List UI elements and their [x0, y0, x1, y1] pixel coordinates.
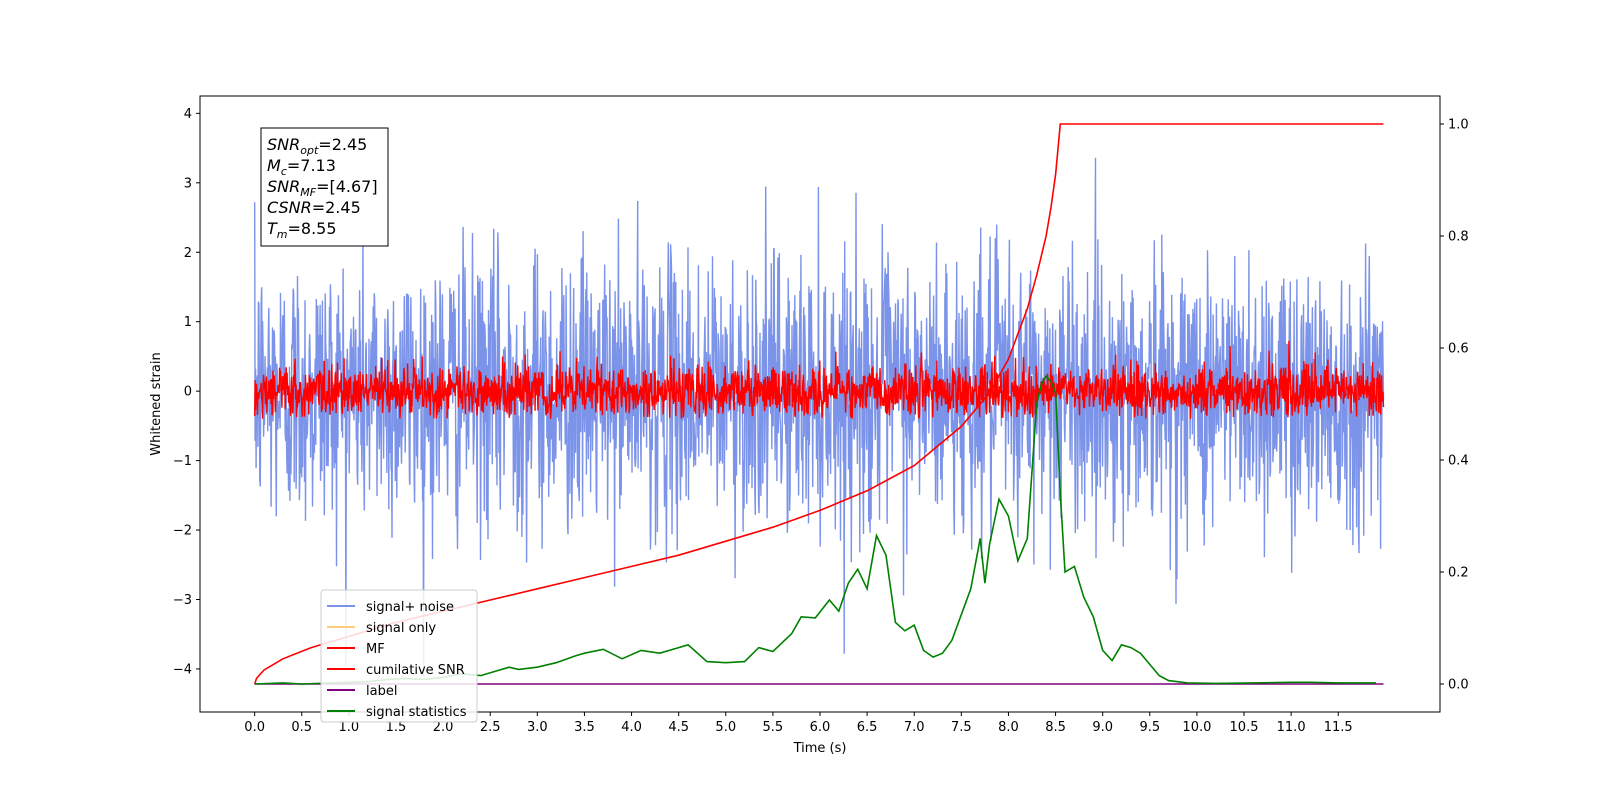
x-tick-label: 4.0 — [621, 720, 642, 735]
y-axis-label: Whitened strain — [149, 352, 164, 455]
x-tick-label: 1.5 — [386, 720, 407, 735]
x-tick-label: 4.5 — [668, 720, 689, 735]
y2-tick-label: 0.0 — [1448, 678, 1469, 693]
annotation-line: Mc=7.13 — [267, 156, 336, 178]
legend-label: signal only — [366, 621, 436, 636]
annotation-line: Tm=8.55 — [267, 219, 337, 241]
x-tick-label: 6.5 — [857, 720, 878, 735]
y2-tick-label: 0.4 — [1448, 454, 1469, 469]
x-tick-label: 10.5 — [1230, 720, 1259, 735]
x-tick-label: 5.0 — [715, 720, 736, 735]
y-tick-label: −1 — [173, 454, 192, 469]
annotation-line: CSNR=2.45 — [267, 198, 361, 217]
x-tick-label: 2.0 — [433, 720, 454, 735]
y-tick-label: 3 — [184, 176, 192, 191]
legend-label: cumilative SNR — [366, 663, 465, 678]
legend-label: label — [366, 684, 397, 699]
series-line-signal-noise — [254, 157, 1385, 677]
y-tick-label: 0 — [184, 385, 192, 400]
x-tick-label: 9.5 — [1139, 720, 1160, 735]
x-tick-label: 7.5 — [951, 720, 972, 735]
annotation-line: SNRMF=[4.67] — [267, 177, 378, 199]
legend: signal+ noise signal only MF cumilative SNR… — [320, 589, 478, 723]
x-tick-label: 8.0 — [998, 720, 1019, 735]
annotation-line: SNRopt=2.45 — [267, 135, 367, 157]
legend-label: signal+ noise — [366, 600, 454, 615]
x-tick-label: 5.5 — [763, 720, 784, 735]
x-tick-label: 11.0 — [1277, 720, 1306, 735]
y2-tick-label: 1.0 — [1448, 118, 1469, 133]
x-tick-label: 2.5 — [480, 720, 501, 735]
y-tick-label: 2 — [184, 246, 192, 261]
y-axis-right: 1.0 0.8 0.6 0.4 0.2 0.0 — [1440, 118, 1469, 693]
x-tick-label: 11.5 — [1324, 720, 1353, 735]
y2-tick-label: 0.8 — [1448, 230, 1469, 245]
y2-tick-label: 0.6 — [1448, 342, 1469, 357]
series-line-mf — [254, 340, 1385, 420]
x-tick-label: 8.5 — [1045, 720, 1066, 735]
annotation-frame — [260, 127, 389, 247]
y-tick-label: 4 — [184, 107, 192, 122]
y2-tick-label: 0.2 — [1448, 566, 1469, 581]
legend-frame — [320, 589, 478, 723]
y-tick-label: 1 — [184, 315, 192, 330]
x-tick-label: 10.0 — [1182, 720, 1211, 735]
y-tick-label: −3 — [173, 593, 192, 608]
legend-label: signal statistics — [366, 705, 467, 720]
x-tick-label: 7.0 — [904, 720, 925, 735]
series-line-signal-statistics — [254, 374, 1376, 685]
y-tick-label: −2 — [173, 524, 192, 539]
legend-label: MF — [366, 642, 385, 657]
x-tick-label: 0.5 — [291, 720, 312, 735]
x-tick-label: 9.0 — [1092, 720, 1113, 735]
x-tick-label: 0.0 — [244, 720, 265, 735]
x-tick-label: 3.5 — [574, 720, 595, 735]
x-tick-label: 6.0 — [810, 720, 831, 735]
y-tick-label: −4 — [173, 662, 192, 677]
x-tick-label: 1.0 — [339, 720, 360, 735]
x-tick-label: 3.0 — [527, 720, 548, 735]
x-axis-label: Time (s) — [793, 741, 847, 756]
x-axis: 0.0 0.5 1.0 1.5 2.0 2.5 3.0 3.5 4.0 4.5 5.0 5.5 6.0 6… — [244, 712, 1353, 735]
y-axis-left: 4 3 2 1 0 −1 −2 −3 −4 — [173, 107, 200, 677]
